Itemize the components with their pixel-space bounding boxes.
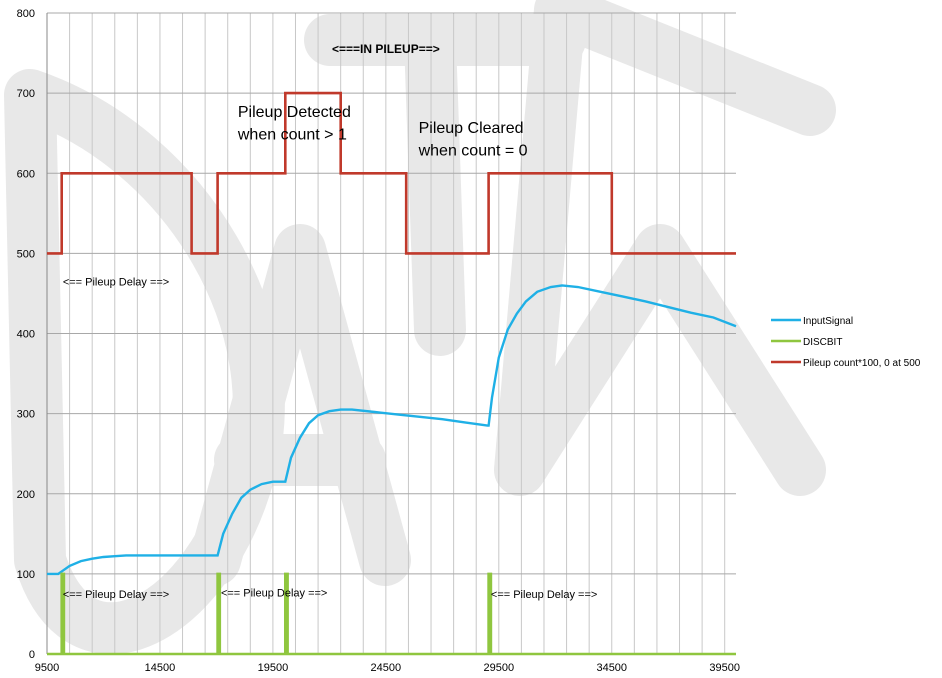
draft-watermark [4, 0, 836, 655]
legend-label: DISCBIT [803, 337, 842, 348]
legend-label: InputSignal [803, 316, 853, 327]
x-tick-label: 24500 [371, 662, 402, 674]
x-tick-label: 14500 [145, 662, 176, 674]
y-tick-label: 400 [17, 329, 35, 341]
annotation-text: <== Pileup Delay ==> [491, 589, 597, 601]
annotation-text: when count > 1 [237, 127, 347, 144]
annotation-text: <== Pileup Delay ==> [221, 587, 327, 599]
legend: InputSignal DISCBIT Pileup count*100, 0 at… [771, 316, 921, 369]
y-tick-label: 800 [17, 8, 35, 20]
y-tick-label: 600 [17, 168, 35, 180]
series-line-inputsignal [47, 284, 737, 576]
y-tick-label: 300 [17, 409, 35, 421]
series-line-discbit [47, 572, 736, 656]
annotations-layer: <===IN PILEUP==> Pileup Detected when coun… [63, 42, 598, 601]
y-tick-label: 500 [17, 248, 35, 260]
y-tick-label: 700 [17, 88, 35, 100]
legend-label: Pileup count*100, 0 at 500 [803, 358, 921, 369]
annotation-text: Pileup Detected [238, 104, 351, 121]
y-tick-label: 0 [29, 649, 35, 661]
y-tick-label: 100 [17, 569, 35, 581]
watermark-stroke-a [189, 224, 411, 586]
annotation-text: <== Pileup Delay ==> [63, 589, 169, 601]
series-layer [47, 91, 737, 656]
series-line-pileup-count-100-0-at-500 [47, 91, 736, 255]
x-tick-label: 9500 [35, 662, 59, 674]
x-tick-label: 29500 [484, 662, 515, 674]
x-tick-label: 19500 [258, 662, 289, 674]
annotation-text: <===IN PILEUP==> [332, 42, 440, 56]
x-tick-label: 34500 [596, 662, 627, 674]
annotation-text: when count = 0 [418, 143, 528, 160]
annotation-text: Pileup Cleared [419, 120, 524, 137]
y-tick-label: 200 [17, 489, 35, 501]
x-tick-label: 39500 [709, 662, 740, 674]
annotation-text: <== Pileup Delay ==> [63, 276, 169, 288]
watermark-stroke-r [494, 0, 836, 496]
